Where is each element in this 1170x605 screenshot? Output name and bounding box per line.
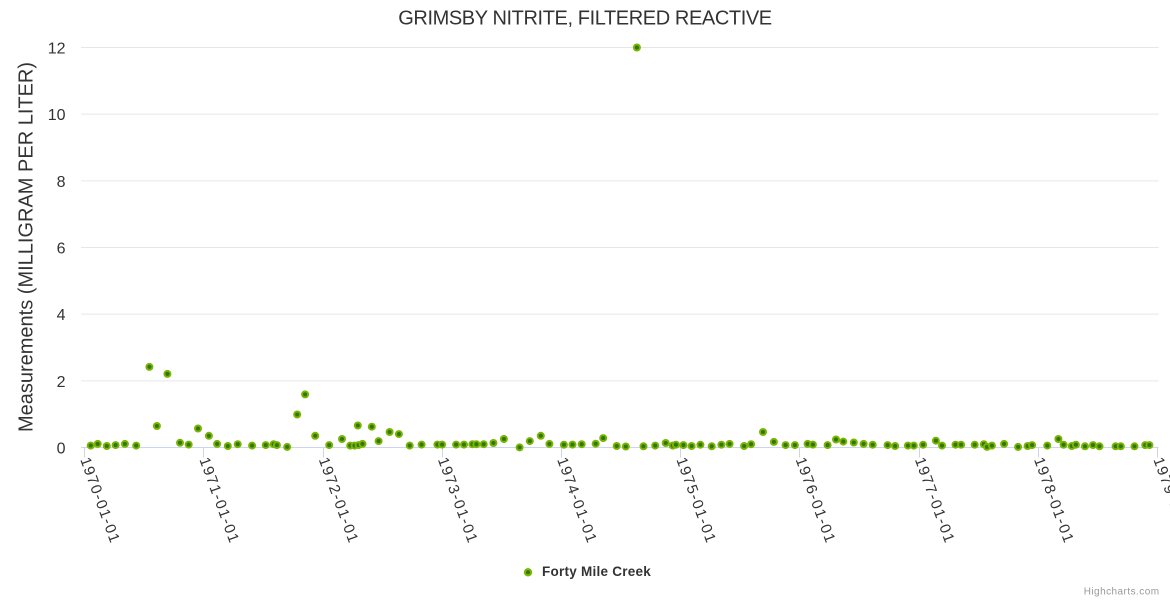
svg-text:4: 4 [57, 307, 66, 324]
svg-text:6: 6 [57, 241, 66, 258]
svg-text:2: 2 [57, 374, 66, 391]
svg-text:8: 8 [57, 174, 66, 191]
svg-text:10: 10 [48, 107, 66, 124]
svg-text:0: 0 [57, 441, 66, 458]
svg-text:Measurements (MILLIGRAM PER LI: Measurements (MILLIGRAM PER LITER) [16, 62, 38, 432]
svg-text:GRIMSBY NITRITE, FILTERED REAC: GRIMSBY NITRITE, FILTERED REACTIVE [398, 8, 772, 30]
svg-text:Forty Mile Creek: Forty Mile Creek [542, 564, 651, 579]
svg-text:Highcharts.com: Highcharts.com [1084, 587, 1160, 598]
svg-text:12: 12 [48, 41, 66, 58]
